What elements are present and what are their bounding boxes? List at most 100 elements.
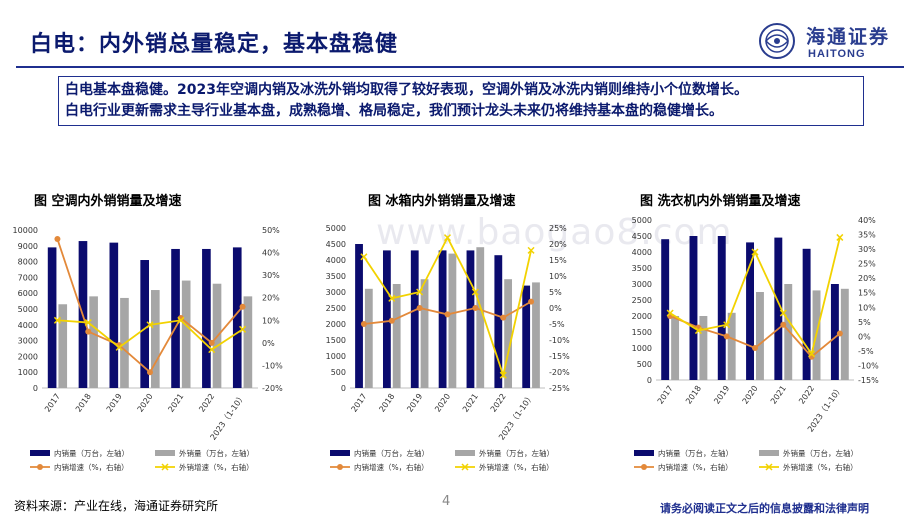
legend-item: 外销量（万台，左轴） (455, 448, 554, 458)
bar-domestic (171, 248, 180, 388)
x-tick-label: 2021 (461, 392, 480, 414)
point-export-growth (177, 316, 185, 324)
bar-domestic (689, 236, 698, 380)
legend-item: 内销增速（%，右轴） (330, 462, 429, 472)
x-tick-label: 2017 (656, 384, 675, 406)
legend-item: 内销增速（%，右轴） (30, 462, 129, 472)
fridge-chart-svg: 0 500 1000 1500 2000 2500 3000 3500 4000 4500 5000… (326, 224, 570, 472)
point-domestic-growth (472, 305, 479, 311)
y-tick-label: 3000 (632, 280, 652, 289)
legend-label: 内销增速（%，右轴） (354, 462, 429, 472)
point-export-growth (666, 309, 674, 317)
x-tick-label: 2022 (797, 384, 816, 406)
y-tick-label: 10000 (13, 226, 38, 235)
point-export-growth (360, 253, 368, 261)
bar-domestic (522, 285, 531, 388)
legend-item: 外销增速（%，右轴） (759, 462, 858, 472)
bar-domestic (140, 260, 149, 388)
y-tick-label: 2500 (326, 304, 346, 313)
y-tick-label: 4000 (326, 256, 346, 265)
y-tick-label: 8000 (18, 258, 38, 267)
washer-chart-svg: 0 500 1000 1500 2000 2500 3000 3500 4000 4500 5000… (632, 216, 879, 472)
bar-export (476, 247, 485, 388)
x-tick-label: 2020 (741, 384, 760, 406)
y-tick-label: 1000 (326, 352, 346, 361)
legend-label: 外销量（万台，左轴） (479, 448, 554, 458)
y2-tick-label: 10% (858, 303, 876, 312)
point-export-growth (808, 350, 816, 358)
legend-label: 外销增速（%，右轴） (179, 462, 254, 472)
bar-domestic (802, 248, 811, 380)
point-export-growth (527, 246, 535, 254)
x-tick-label: 2021 (769, 384, 788, 406)
source-note: 资料来源：产业在线，海通证券研究所 (14, 499, 219, 513)
point-domestic-growth (239, 303, 246, 310)
bar-export (243, 296, 253, 388)
y-tick-label: 2000 (18, 352, 38, 361)
y2-tick-label: 35% (858, 231, 876, 240)
bar-domestic (746, 242, 754, 380)
legend-label: 内销增速（%，右轴） (658, 462, 733, 472)
logo-chinese-name: 海通证券 (806, 26, 891, 48)
legend-label: 外销增速（%，右轴） (783, 462, 858, 472)
y2-tick-label: 15% (549, 256, 567, 265)
legend-label: 外销量（万台，左轴） (179, 448, 254, 458)
y2-tick-label: -10% (549, 336, 570, 345)
y2-tick-label: -10% (858, 361, 879, 370)
legend-item: 内销增速（%，右轴） (634, 462, 733, 472)
y2-tick-label: 10% (262, 316, 280, 325)
x-tick-label: 2019 (712, 384, 731, 406)
bar-export (392, 284, 401, 388)
y2-tick-label: 20% (858, 274, 876, 283)
y-tick-label: 4500 (326, 240, 346, 249)
y2-tick-label: -5% (858, 347, 874, 356)
x-tick-label: 2018 (377, 392, 396, 414)
point-export-growth (499, 371, 507, 379)
y2-tick-label: -5% (549, 320, 565, 329)
bar-export (699, 316, 708, 380)
legend-label: 外销增速（%，右轴） (479, 462, 554, 472)
point-domestic-growth (208, 339, 215, 346)
bar-export (532, 282, 540, 388)
x-tick-label: 2019 (105, 392, 124, 414)
y2-tick-label: 30% (262, 271, 280, 280)
y-tick-label: 9000 (18, 242, 38, 251)
legend-item: 外销量（万台，左轴） (759, 448, 858, 458)
bar-export (840, 288, 849, 380)
legend-label: 内销量（万台，左轴） (54, 448, 129, 458)
y-tick-label: 4500 (632, 232, 652, 241)
legend-label: 内销量（万台，左轴） (658, 448, 733, 458)
y2-tick-label: -10% (262, 361, 283, 370)
y2-tick-label: -20% (262, 384, 283, 393)
y-tick-label: 2000 (632, 312, 652, 321)
y-tick-label: 4000 (18, 321, 38, 330)
point-export-growth (208, 346, 216, 354)
y2-tick-label: -15% (549, 352, 570, 361)
washer-chart: 图 洗衣机内外销销量及增速 0 500 1000 1500 2000 2500 3000 35… (604, 190, 904, 490)
bar-export (756, 292, 764, 380)
bar-domestic (466, 250, 475, 388)
bar-export (89, 296, 98, 388)
point-domestic-growth (54, 236, 61, 243)
y2-tick-label: 20% (549, 240, 567, 249)
legend-item: 外销增速（%，右轴） (155, 462, 254, 472)
bar-domestic (202, 248, 211, 388)
y-tick-label: 3500 (632, 264, 652, 273)
x-tick-label: 2018 (74, 392, 93, 414)
y-tick-label: 1500 (632, 328, 652, 337)
aircon-chart: 图 空调内外销销量及增速 0 1000 2000 3000 4000 5000 6000 70… (0, 190, 300, 490)
y-tick-label: 3500 (326, 272, 346, 281)
legend-item: 外销量（万台，左轴） (155, 448, 254, 458)
x-tick-label: 2018 (684, 384, 703, 406)
y2-tick-label: 10% (549, 272, 567, 281)
bar-domestic (232, 247, 242, 388)
x-tick-label: 2020 (433, 392, 452, 414)
point-export-growth (694, 327, 702, 335)
summary-box: 白电基本盘稳健。2023年空调内销及冰洗外销均取得了较好表现，空调外销及冰洗内销… (58, 76, 864, 126)
y2-tick-label: 0% (262, 339, 275, 348)
y-tick-label: 500 (637, 360, 652, 369)
bar-domestic (774, 237, 783, 380)
x-tick-label: 2020 (136, 392, 155, 414)
y-tick-label: 5000 (18, 305, 38, 314)
legend-item: 内销量（万台，左轴） (330, 448, 429, 458)
